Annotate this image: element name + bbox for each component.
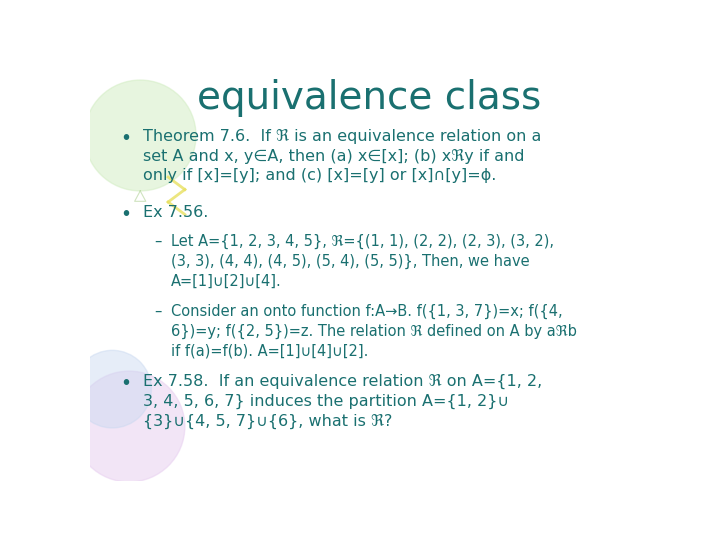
- Text: equivalence class: equivalence class: [197, 79, 541, 117]
- Text: •: •: [121, 374, 132, 393]
- Text: –: –: [154, 304, 161, 319]
- Text: Consider an onto function f:A→B. f({1, 3, 7})=x; f({4,
6})=y; f({2, 5})=z. The r: Consider an onto function f:A→B. f({1, 3…: [171, 304, 577, 359]
- Text: •: •: [121, 129, 132, 149]
- Ellipse shape: [84, 80, 196, 191]
- Text: •: •: [121, 205, 132, 224]
- Text: Theorem 7.6.  If ℜ is an equivalence relation on a
set A and x, y∈A, then (a) x∈: Theorem 7.6. If ℜ is an equivalence rela…: [143, 129, 541, 184]
- Ellipse shape: [73, 350, 151, 428]
- Text: –: –: [154, 234, 161, 249]
- Text: Ex 7.56.: Ex 7.56.: [143, 205, 208, 220]
- Text: Let A={1, 2, 3, 4, 5}, ℜ={(1, 1), (2, 2), (2, 3), (3, 2),
(3, 3), (4, 4), (4, 5): Let A={1, 2, 3, 4, 5}, ℜ={(1, 1), (2, 2)…: [171, 234, 554, 288]
- Text: Ex 7.58.  If an equivalence relation ℜ on A={1, 2,
3, 4, 5, 6, 7} induces the pa: Ex 7.58. If an equivalence relation ℜ on…: [143, 374, 542, 429]
- Ellipse shape: [73, 371, 185, 482]
- Ellipse shape: [104, 90, 188, 173]
